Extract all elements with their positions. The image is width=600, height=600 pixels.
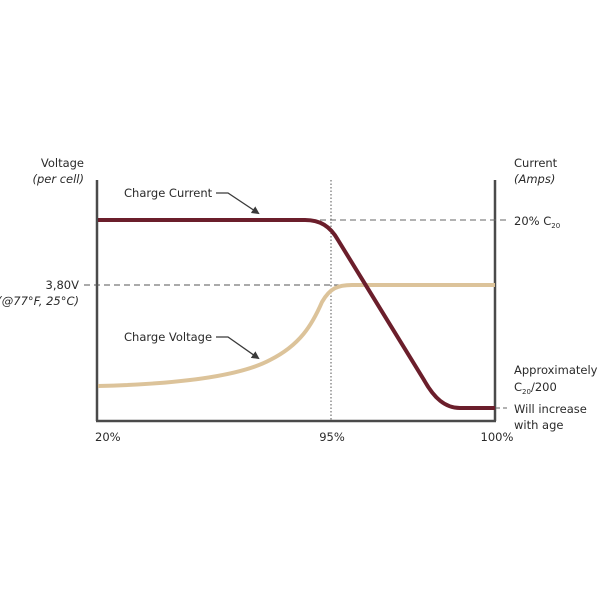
- charge-voltage-arrow: [216, 336, 260, 360]
- x-tick-95: 95%: [319, 430, 345, 444]
- voltage-axis-label: Voltage: [41, 156, 84, 170]
- charge-current-annotation: Charge Current: [124, 186, 213, 200]
- current-axis-label: Current: [514, 156, 558, 170]
- x-tick-20: 20%: [95, 430, 121, 444]
- per-cell-label: (per cell): [32, 172, 84, 186]
- charge-current-curve: [98, 218, 495, 410]
- with-age-label: with age: [514, 418, 563, 432]
- current-20pct-label: 20% C20: [514, 214, 560, 230]
- charge-current-arrow: [216, 192, 260, 215]
- amps-label: (Amps): [514, 172, 555, 186]
- temperature-label: (@77°F, 25°C): [0, 294, 79, 308]
- approximately-label: Approximately: [514, 363, 598, 377]
- will-increase-label: Will increase: [514, 402, 587, 416]
- voltage-setpoint-label: 3,80V: [46, 278, 80, 292]
- c20-200-label: C20/200: [514, 380, 557, 396]
- charge-voltage-curve: [97, 283, 495, 388]
- charge-voltage-annotation: Charge Voltage: [124, 330, 212, 344]
- x-tick-100: 100%: [481, 430, 514, 444]
